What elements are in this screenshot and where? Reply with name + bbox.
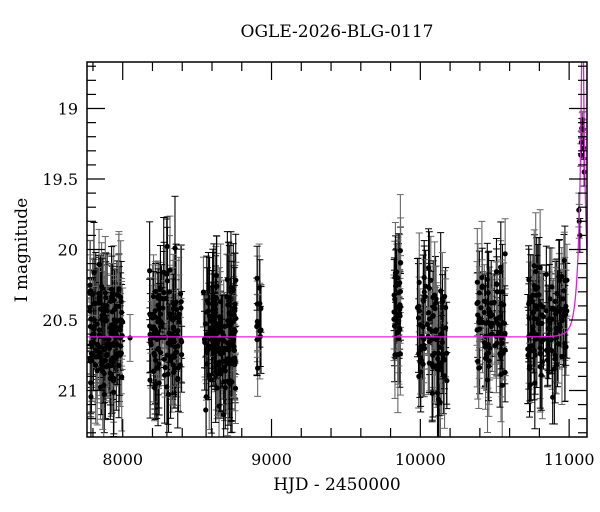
x-tick-label: 8000 — [102, 450, 143, 469]
y-tick-label: 21 — [58, 381, 78, 400]
y-tick-label: 19.5 — [42, 170, 78, 189]
y-tick-label: 20.5 — [42, 311, 78, 330]
y-tick-label: 19 — [58, 100, 78, 119]
y-tick-labels: 19 19.5 20 20.5 21 — [42, 100, 78, 401]
model-curve — [87, 62, 587, 338]
axis-ticks — [87, 62, 587, 437]
chart-title: OGLE-2026-BLG-0117 — [240, 22, 434, 42]
x-tick-label: 11000 — [544, 450, 595, 469]
x-tick-label: 9000 — [251, 450, 292, 469]
x-axis-label: HJD - 2450000 — [273, 475, 401, 495]
data-points — [87, 117, 587, 418]
x-tick-labels: 8000 9000 10000 11000 — [102, 450, 594, 469]
plot-frame — [86, 61, 588, 438]
y-tick-label: 20 — [58, 241, 78, 260]
x-tick-label: 10000 — [395, 450, 446, 469]
error-bars — [87, 110, 587, 437]
